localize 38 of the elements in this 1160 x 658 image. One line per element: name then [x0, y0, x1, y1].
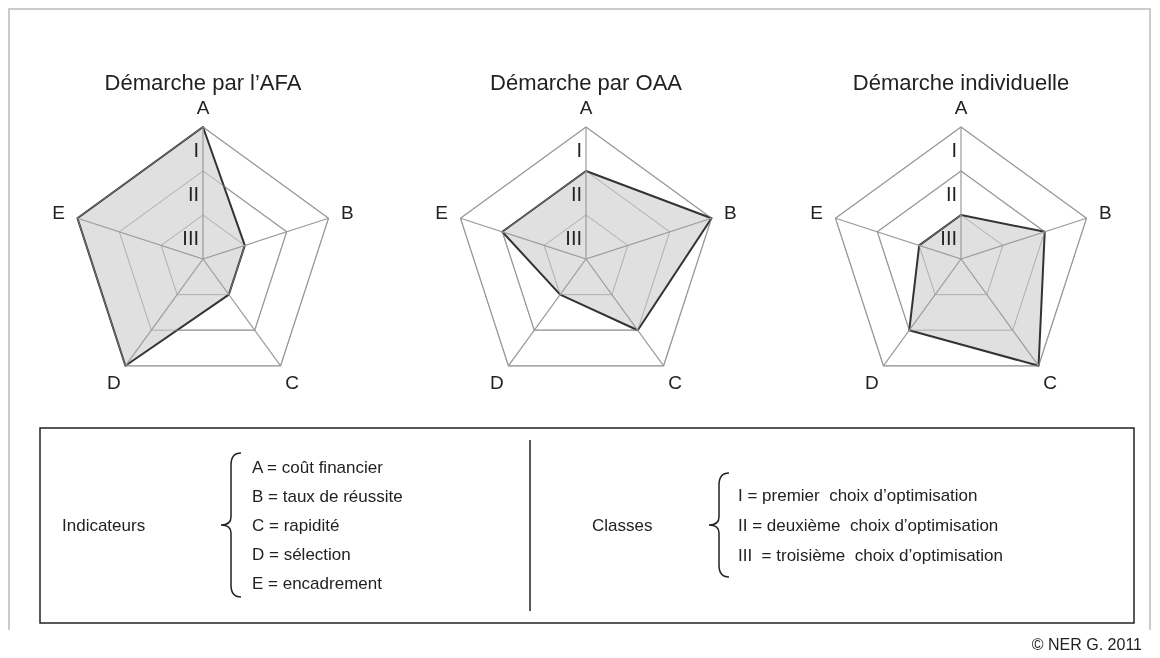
- category-label: II = deuxième choix d’optimisation: [738, 516, 999, 535]
- category-label: I = premier choix d’optimisation: [738, 486, 978, 505]
- spoke-label: E: [52, 202, 65, 224]
- category-label: III = troisième choix d’optimisation: [738, 546, 1004, 565]
- category-label: A = coût financier: [252, 458, 384, 477]
- chart-title: Démarche par OAA: [490, 70, 683, 95]
- spoke-label: D: [489, 371, 504, 393]
- spoke-label: C: [285, 371, 300, 393]
- spoke-label: B: [724, 202, 737, 224]
- spoke-label: B: [341, 202, 354, 224]
- spoke-label: D: [106, 371, 121, 393]
- text: I: [576, 139, 582, 161]
- text: III: [940, 227, 957, 249]
- category-label: B = taux de réussite: [252, 487, 403, 506]
- spoke-label: C: [668, 371, 683, 393]
- text: I: [193, 139, 199, 161]
- spoke-label: C: [1043, 371, 1058, 393]
- spoke-label: A: [579, 97, 593, 119]
- text: III: [565, 227, 582, 249]
- text: III: [182, 227, 199, 249]
- text: I: [951, 139, 957, 161]
- text: © NER G. 2011: [1031, 636, 1143, 653]
- category-label: E = encadrement: [252, 574, 383, 593]
- text: Indicateurs: [62, 516, 146, 535]
- spoke-label: E: [435, 202, 448, 224]
- spoke-label: A: [196, 97, 210, 119]
- text: II: [945, 183, 957, 205]
- category-label: D = sélection: [252, 545, 351, 564]
- spoke-label: A: [954, 97, 968, 119]
- text: II: [187, 183, 199, 205]
- chart-title: Démarche par l’AFA: [104, 70, 302, 95]
- spoke-label: B: [1099, 202, 1112, 224]
- spoke-label: D: [864, 371, 879, 393]
- category-label: C = rapidité: [252, 516, 340, 535]
- text: Classes: [592, 516, 653, 535]
- chart-title: Démarche individuelle: [852, 70, 1070, 95]
- spoke-label: E: [810, 202, 823, 224]
- text: II: [570, 183, 582, 205]
